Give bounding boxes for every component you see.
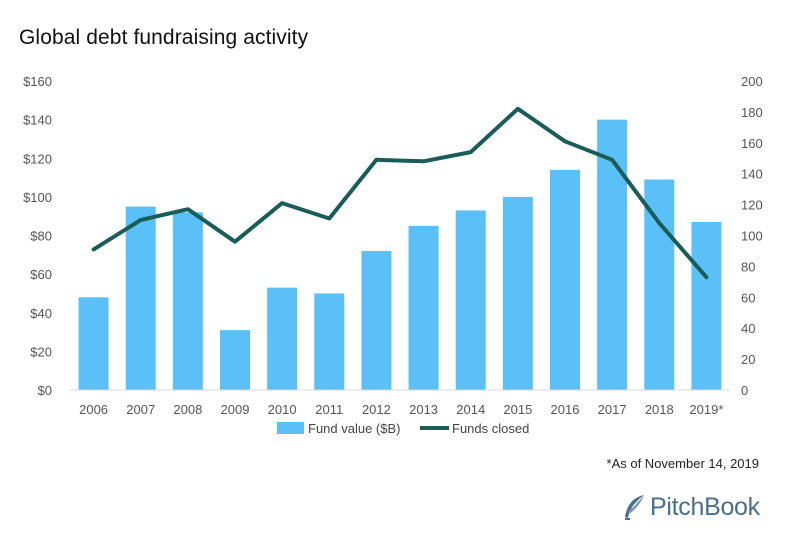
y-right-tick-label: 20 <box>741 352 755 367</box>
quill-icon <box>625 495 644 520</box>
x-tick-label: 2014 <box>456 402 485 417</box>
y-axis-right: 0 20 40 60 80 100 120 140 160 180 200 <box>741 74 763 398</box>
x-tick-label: 2007 <box>126 402 155 417</box>
bar <box>78 297 109 390</box>
y-left-tick-label: $40 <box>30 306 52 321</box>
chart-title: Global debt fundraising activity <box>19 26 309 49</box>
bar <box>361 250 392 390</box>
x-tick-label: 2019* <box>689 402 723 417</box>
x-tick-label: 2016 <box>551 402 580 417</box>
bar <box>314 293 345 390</box>
bar <box>597 119 628 390</box>
bar <box>267 287 298 390</box>
bar-series <box>78 119 722 390</box>
y-right-tick-label: 0 <box>741 383 748 398</box>
footnote: *As of November 14, 2019 <box>606 456 759 471</box>
y-left-tick-label: $80 <box>30 229 52 244</box>
y-left-tick-label: $160 <box>23 74 52 89</box>
x-tick-label: 2011 <box>315 402 343 417</box>
y-right-tick-label: 60 <box>741 290 755 305</box>
bar <box>125 206 156 390</box>
y-right-tick-label: 140 <box>741 167 763 182</box>
bar <box>220 330 250 390</box>
y-left-tick-label: $0 <box>38 383 52 398</box>
y-left-tick-label: $140 <box>23 113 52 128</box>
x-tick-label: 2008 <box>173 402 202 417</box>
x-tick-label: 2013 <box>409 402 438 417</box>
y-right-tick-label: 120 <box>741 198 763 213</box>
y-right-tick-label: 40 <box>741 321 755 336</box>
y-right-tick-label: 100 <box>741 229 763 244</box>
pitchbook-logo: PitchBook <box>622 491 760 523</box>
line-series <box>91 106 709 280</box>
y-right-tick-label: 80 <box>741 259 755 274</box>
y-right-tick-label: 200 <box>741 74 763 89</box>
legend: Fund value ($B) Funds closed <box>277 421 529 436</box>
legend-label-bar: Fund value ($B) <box>308 421 401 436</box>
x-tick-label: 2009 <box>221 402 250 417</box>
x-tick-label: 2018 <box>645 402 674 417</box>
x-tick-label: 2015 <box>503 402 532 417</box>
x-tick-label: 2006 <box>79 402 108 417</box>
y-left-tick-label: $20 <box>30 344 52 359</box>
y-right-tick-label: 160 <box>741 136 763 151</box>
x-tick-label: 2012 <box>362 402 391 417</box>
bar <box>502 196 533 390</box>
y-left-tick-label: $120 <box>23 151 52 166</box>
bar <box>408 225 439 390</box>
x-axis: 2006 2007 2008 2009 2010 2011 2012 2013 2014 2015… <box>79 402 723 417</box>
bar <box>691 221 722 390</box>
y-left-tick-label: $60 <box>30 267 52 282</box>
bar <box>550 169 580 390</box>
bar <box>455 210 486 390</box>
x-tick-label: 2017 <box>598 402 627 417</box>
y-left-tick-label: $100 <box>23 190 52 205</box>
x-tick-label: 2010 <box>268 402 297 417</box>
logo-text: PitchBook <box>650 492 760 521</box>
bar <box>644 179 675 390</box>
bar <box>172 212 203 390</box>
y-axis-left: $0 $20 $40 $60 $80 $100 $120 $140 $160 <box>23 74 52 398</box>
y-right-tick-label: 180 <box>741 105 763 120</box>
legend-label-line: Funds closed <box>452 421 529 436</box>
legend-swatch-bar <box>277 422 304 434</box>
